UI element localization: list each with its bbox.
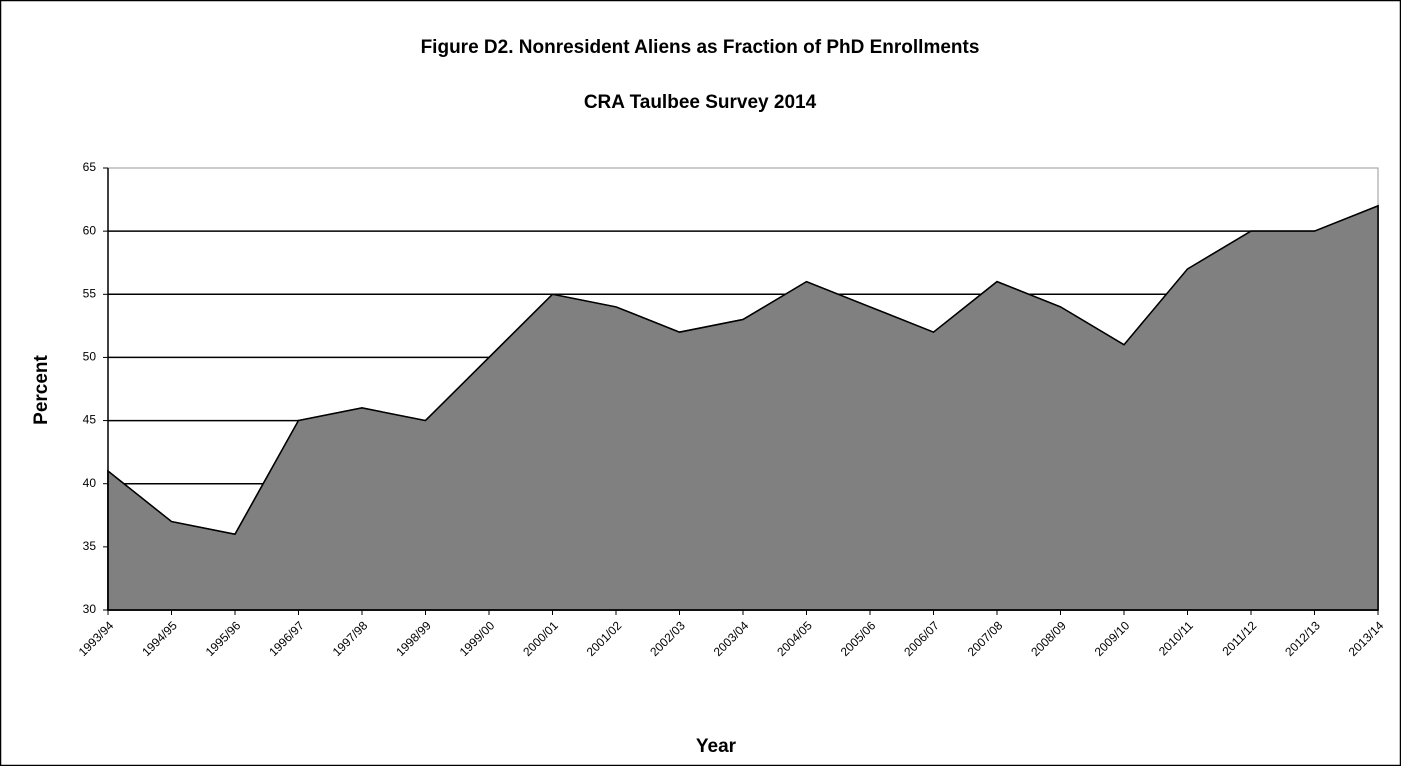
- y-tick-label: 40: [83, 476, 97, 490]
- chart-subtitle: CRA Taulbee Survey 2014: [584, 92, 817, 113]
- chart-title: Figure D2. Nonresident Aliens as Fractio…: [421, 37, 980, 58]
- area: [107, 204, 1379, 611]
- y-tick-label: 45: [83, 413, 97, 427]
- y-tick-label: 30: [83, 602, 97, 616]
- y-tick-label: 50: [83, 350, 97, 364]
- y-tick-label: 60: [83, 223, 97, 237]
- y-tick-label: 35: [83, 539, 97, 553]
- y-tick-label: 65: [83, 160, 97, 174]
- y-axis-title: Percent: [31, 354, 52, 424]
- x-axis-title: Year: [696, 736, 737, 757]
- y-tick-label: 55: [83, 286, 97, 300]
